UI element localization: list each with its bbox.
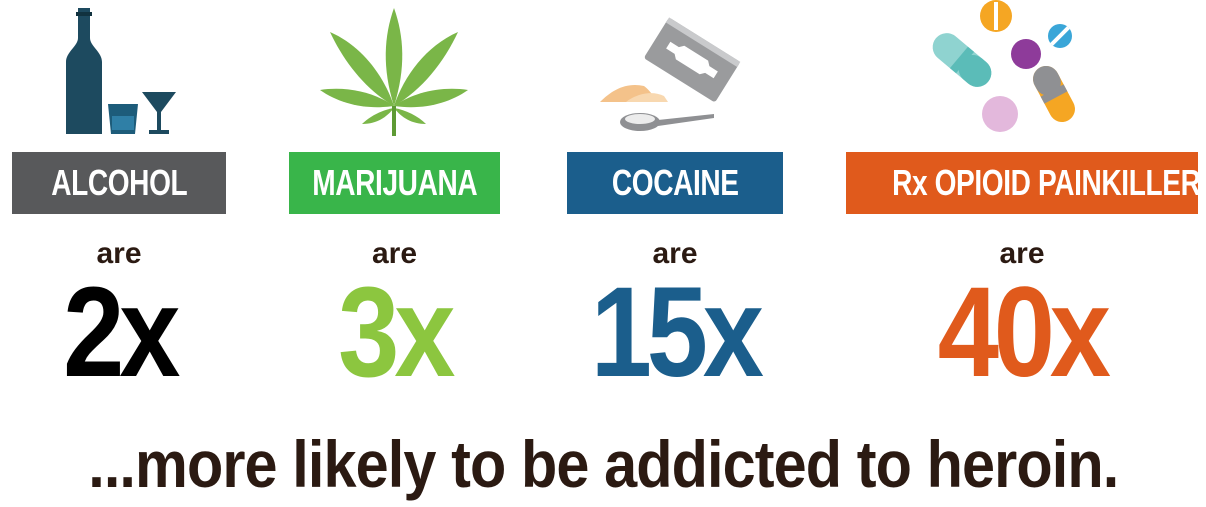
label-cocaine: COCAINE (567, 152, 783, 214)
tagline: ...more likely to be addicted to heroin. (87, 427, 1119, 501)
razor-blade-spoon-icon (600, 17, 741, 131)
connector-alcohol: are (96, 237, 142, 270)
label-marijuana: MARIJUANA (289, 152, 500, 214)
pills-icon (932, 0, 1075, 132)
connector-opioid: are (999, 237, 1045, 270)
label-alcohol: ALCOHOL (12, 152, 226, 214)
label-opioid: Rx OPIOID PAINKILLERS (846, 152, 1198, 214)
multiplier-marijuana: 3x (338, 261, 455, 404)
multiplier-alcohol: 2x (62, 261, 180, 404)
alcohol-bottle-glasses-icon (66, 8, 176, 134)
cannabis-leaf-icon (320, 8, 468, 136)
multiplier-cocaine: 15x (590, 261, 764, 404)
multiplier-opioid: 40x (937, 261, 1111, 404)
connector-marijuana: are (371, 237, 418, 270)
connector-cocaine: are (652, 237, 698, 270)
